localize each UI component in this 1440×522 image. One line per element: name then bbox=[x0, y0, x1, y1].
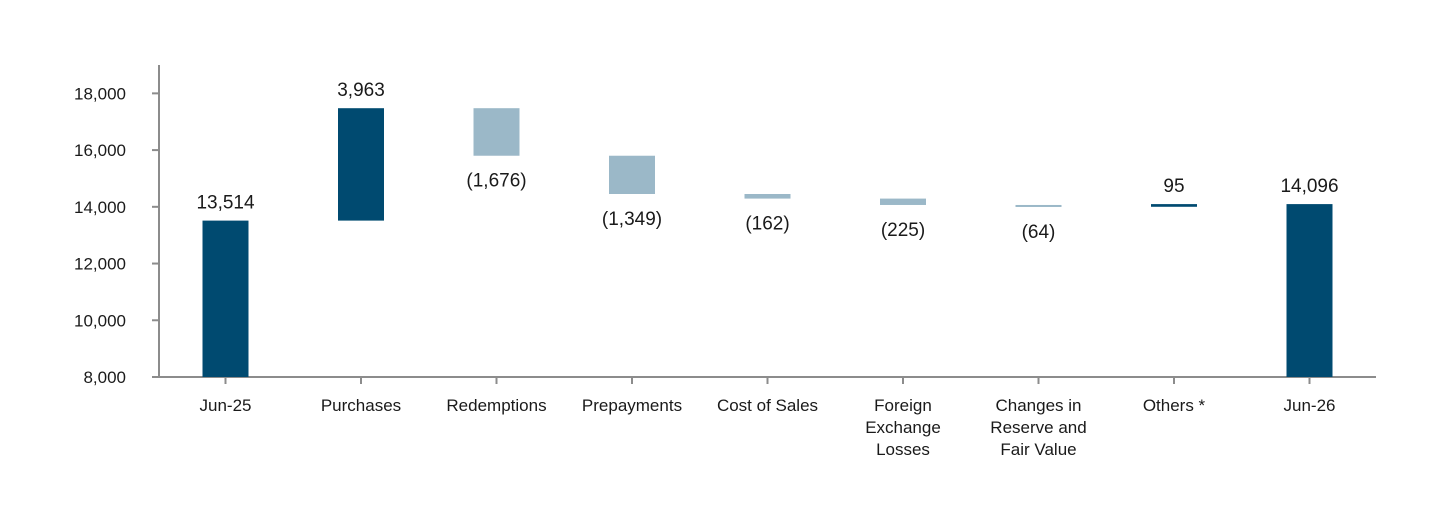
x-tick-label: Cost of Sales bbox=[717, 396, 818, 415]
x-tick-label-line: Prepayments bbox=[582, 396, 682, 415]
data-label: 95 bbox=[1163, 176, 1184, 197]
bar-increase bbox=[1151, 204, 1197, 207]
y-tick-label: 8,000 bbox=[83, 368, 126, 387]
y-tick-label: 16,000 bbox=[74, 141, 126, 160]
x-tick-label-line: Redemptions bbox=[446, 396, 546, 415]
data-label: 14,096 bbox=[1280, 176, 1338, 197]
y-tick-label: 12,000 bbox=[74, 255, 126, 274]
x-tick-label-line: Fair Value bbox=[1000, 440, 1076, 459]
bar-decrease bbox=[473, 108, 520, 156]
x-tick-label: Redemptions bbox=[446, 396, 546, 415]
x-tick-label: Foreign Exchange Losses bbox=[865, 396, 941, 459]
data-label: (1,676) bbox=[466, 171, 526, 192]
bar-decrease bbox=[744, 193, 791, 199]
x-tick-label: Others * bbox=[1143, 396, 1206, 415]
data-label: (1,349) bbox=[602, 209, 662, 230]
data-label: (64) bbox=[1022, 222, 1056, 243]
y-tick-label: 18,000 bbox=[74, 84, 126, 103]
x-tick-label-line: Purchases bbox=[321, 396, 401, 415]
x-tick-label-line: Changes in bbox=[995, 396, 1081, 415]
data-label: 3,963 bbox=[337, 80, 385, 101]
data-label: (225) bbox=[881, 220, 925, 241]
x-tick-label-line: Cost of Sales bbox=[717, 396, 818, 415]
x-axis: Jun-25 Purchases Redemptions Prepayments Cos… bbox=[159, 376, 1376, 459]
data-labels: 13,514 3,963 (1,676) (1,349) (162) (225) (64) 9… bbox=[196, 80, 1338, 243]
x-tick-label-line: Others * bbox=[1143, 396, 1206, 415]
bar-increase bbox=[338, 108, 384, 221]
bar-total bbox=[1286, 204, 1333, 377]
x-tick-label-line: Jun-26 bbox=[1284, 396, 1336, 415]
x-tick-label: Prepayments bbox=[582, 396, 682, 415]
bar-decrease bbox=[609, 155, 655, 194]
bar-decrease bbox=[1015, 204, 1062, 207]
bar-total bbox=[202, 220, 249, 377]
x-tick-label: Jun-26 bbox=[1284, 396, 1336, 415]
x-tick-label: Changes in Reserve and Fair Value bbox=[990, 396, 1086, 459]
x-tick-label-line: Exchange bbox=[865, 418, 941, 437]
y-tick-label: 14,000 bbox=[74, 198, 126, 217]
x-tick-label: Purchases bbox=[321, 396, 401, 415]
x-tick-label: Jun-25 bbox=[200, 396, 252, 415]
bar-decrease bbox=[880, 198, 926, 205]
x-tick-label-line: Losses bbox=[876, 440, 930, 459]
y-axis: 8,000 10,000 12,000 14,000 16,000 18,000 bbox=[74, 65, 160, 387]
data-label: (162) bbox=[745, 214, 789, 235]
data-label: 13,514 bbox=[196, 193, 255, 214]
x-tick-label-line: Reserve and bbox=[990, 418, 1086, 437]
y-tick-label: 10,000 bbox=[74, 311, 126, 330]
x-tick-label-line: Jun-25 bbox=[200, 396, 252, 415]
bars bbox=[202, 108, 1333, 377]
x-tick-label-line: Foreign bbox=[874, 396, 932, 415]
